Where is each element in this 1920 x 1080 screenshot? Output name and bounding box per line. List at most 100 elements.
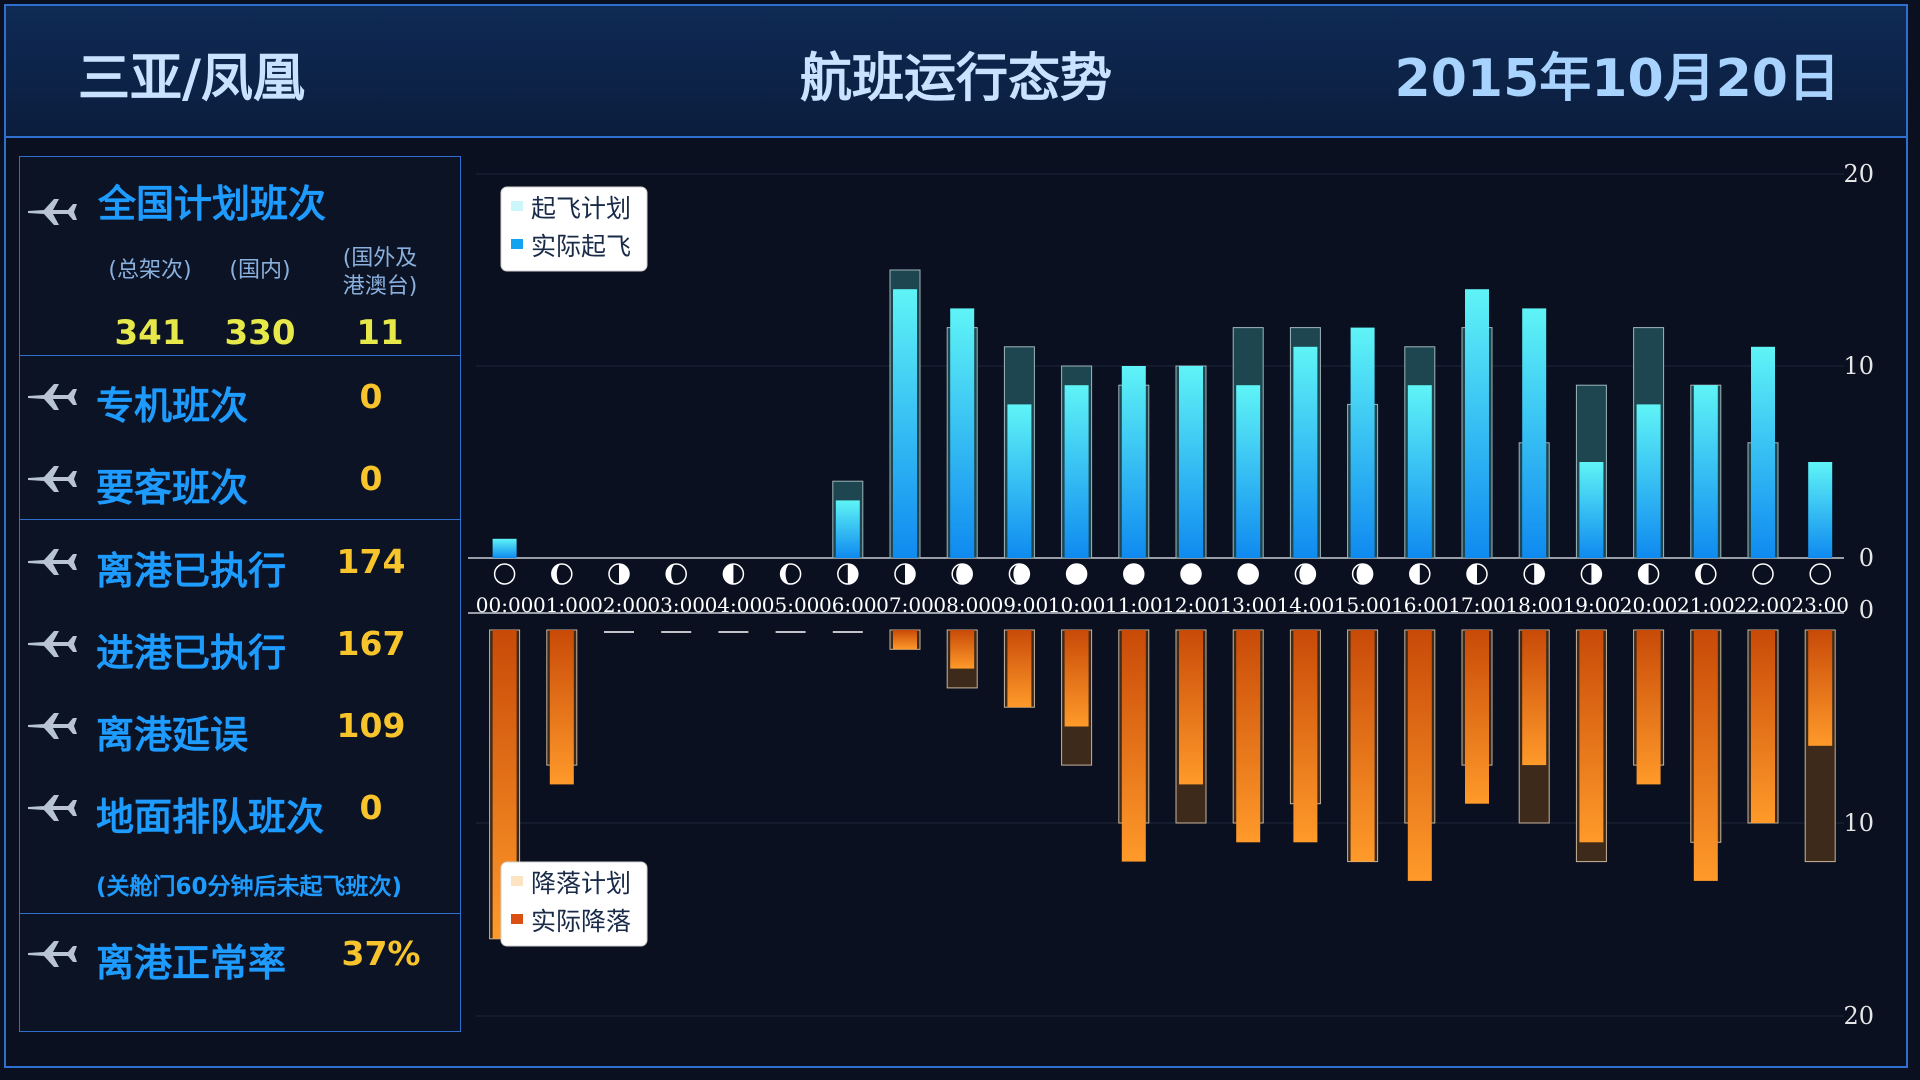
bar-arrival-actual: [1636, 630, 1661, 785]
legend-label: 降落计划: [531, 869, 631, 898]
plane-icon: [26, 939, 78, 969]
bar-arrival-actual: [1236, 630, 1261, 843]
national-total-value: 341: [114, 313, 186, 353]
y-tick-label-top: 0: [1859, 544, 1874, 572]
moon-phase-icon: [1409, 563, 1431, 585]
frame: [4, 4, 1908, 1068]
moon-fill: [1695, 564, 1706, 584]
vip-flights-label: 要客班次: [96, 466, 249, 510]
y-tick-label-top: 20: [1843, 160, 1874, 188]
moon-phase-icon: [1637, 563, 1660, 585]
bar-departure-actual: [1751, 346, 1775, 558]
bar-arrival-actual: [1693, 630, 1718, 881]
legend-box: [500, 861, 648, 947]
bar-departure-actual: [1693, 385, 1718, 558]
bar-departure-actual: [492, 538, 517, 558]
x-tick-label: 02:00: [590, 593, 648, 617]
moon-fill: [1299, 564, 1316, 584]
moon-phase-icon: [894, 563, 916, 585]
national-intl-label: (国外及 港澳台): [342, 246, 418, 299]
moon-phase-icon: [1123, 563, 1145, 585]
ground-queue-label: 地面排队班次: [96, 795, 325, 839]
moon-fill: [1467, 564, 1477, 584]
x-tick-label: 04:00: [705, 593, 763, 617]
x-tick-label: 21:00: [1677, 593, 1735, 617]
bar-departure-actual: [1465, 289, 1489, 558]
moon-phase-icon: [1695, 563, 1717, 585]
bar-arrival-actual: [1522, 630, 1547, 766]
moon-fill: [1638, 564, 1649, 584]
moon-phase-icon: [1809, 563, 1831, 585]
special-flights-label: 专机班次: [96, 384, 249, 428]
moon-phase-icon: [779, 563, 802, 585]
moon-phase-icon: [1351, 563, 1374, 585]
x-tick-label: 05:00: [762, 593, 820, 617]
x-tick-label: 22:00: [1734, 593, 1792, 617]
header: 三亚/凤凰 航班运行态势 2015年10月20日: [6, 6, 1906, 138]
divider: [20, 355, 460, 356]
moon-phase-icon: [608, 563, 630, 585]
legend-swatch: [511, 239, 523, 249]
legend-label: 实际起飞: [531, 232, 631, 261]
x-tick-label: 19:00: [1563, 593, 1621, 617]
x-tick-label: 08:00: [933, 593, 991, 617]
moon-fill: [780, 564, 791, 584]
moon-phase-icon: [1065, 563, 1088, 585]
bar-arrival-actual: [1808, 630, 1833, 746]
plane-icon: [26, 464, 78, 494]
on-time-rate-label: 离港正常率: [96, 941, 287, 985]
national-plan-label: 全国计划班次: [98, 182, 327, 226]
bar-departure-actual: [950, 308, 975, 558]
bar-arrival-actual: [1350, 630, 1375, 862]
moon-phase-icon: [1237, 563, 1259, 585]
legend-box: [500, 186, 648, 272]
moon-phase-icon: [493, 563, 516, 585]
x-tick-label: 17:00: [1448, 593, 1506, 617]
bar-departure-actual: [1808, 462, 1833, 558]
bar-arrival-actual: [1751, 630, 1775, 823]
moon-fill: [666, 564, 677, 584]
bar-arrival-actual: [1179, 630, 1203, 785]
y-tick-label-bottom: 0: [1859, 596, 1874, 624]
arrivals-executed-label: 进港已执行: [96, 631, 287, 675]
x-tick-label: 11:00: [1105, 593, 1163, 617]
bar-arrival-actual: [1293, 630, 1318, 843]
plane-icon: [26, 547, 78, 577]
y-tick-label-bottom: 20: [1843, 1002, 1874, 1030]
x-tick-label: 06:00: [819, 593, 877, 617]
flight-chart: 20 10 0 0 10 20 00:00 01:00 02:00 03:00 04:00 05:00…: [468, 160, 1874, 1030]
y-tick-label-bottom: 10: [1843, 809, 1874, 837]
bar-departure-actual: [1350, 327, 1375, 558]
national-domestic-label: (国内): [229, 258, 291, 283]
plane-icon: [26, 793, 78, 823]
moon-phase-icon: [1180, 563, 1202, 585]
moon-fill: [1591, 564, 1602, 584]
x-tick-label: 18:00: [1505, 593, 1563, 617]
vip-flights-value: 0: [359, 459, 383, 498]
moon-phase-icon: [1466, 563, 1488, 585]
bar-arrival-actual: [950, 630, 975, 669]
bar-arrival-actual: [1064, 630, 1089, 727]
divider: [20, 913, 460, 914]
x-tick-label: 03:00: [647, 593, 705, 617]
moon-phase-icon: [1752, 563, 1774, 585]
national-intl-value: 11: [356, 313, 404, 353]
moon-fill: [847, 564, 858, 584]
x-tick-label: 00:00: [476, 593, 534, 617]
moon-fill: [956, 564, 973, 584]
bar-arrival-actual: [1407, 630, 1432, 881]
bar-departure-actual: [835, 500, 860, 558]
x-tick-label: 20:00: [1620, 593, 1678, 617]
location-title: 三亚/凤凰: [78, 49, 305, 109]
bar-arrival-actual: [1465, 630, 1489, 804]
moon-outline: [493, 563, 516, 585]
moon-fill: [1181, 564, 1201, 584]
legend-swatch: [511, 876, 523, 886]
bar-departure-actual: [893, 289, 917, 558]
departures-executed-label: 离港已执行: [96, 549, 287, 593]
special-flights-value: 0: [359, 377, 383, 416]
plane-icon: [26, 197, 78, 227]
arrivals-executed-value: 167: [336, 624, 406, 663]
moon-fill: [1534, 564, 1545, 584]
